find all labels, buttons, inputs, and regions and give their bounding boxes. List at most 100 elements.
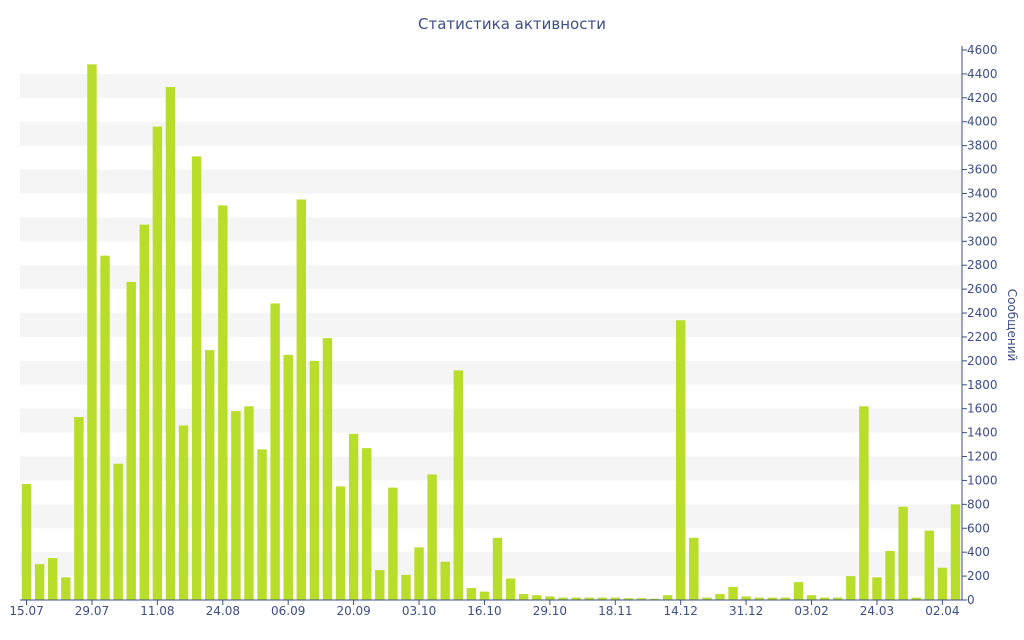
bar[interactable] (702, 597, 712, 600)
bar[interactable] (453, 370, 463, 600)
y-tick-label: 3400 (967, 186, 998, 200)
bar[interactable] (937, 567, 948, 600)
bar[interactable] (833, 597, 843, 600)
bar[interactable] (872, 577, 882, 600)
grid-band (20, 169, 962, 194)
grid-band (20, 360, 962, 385)
bar[interactable] (100, 255, 110, 600)
x-tick-label: 03.10 (402, 604, 436, 618)
bar[interactable] (636, 598, 647, 600)
grid-band (20, 265, 962, 290)
y-tick-label: 400 (967, 545, 990, 559)
bar[interactable] (348, 433, 359, 600)
bar[interactable] (728, 586, 738, 600)
bar[interactable] (571, 597, 581, 600)
bar[interactable] (61, 577, 71, 600)
bar[interactable] (466, 588, 477, 600)
bar[interactable] (715, 594, 725, 600)
bar[interactable] (924, 530, 934, 600)
bar[interactable] (87, 64, 97, 601)
bar[interactable] (322, 338, 333, 600)
bar[interactable] (689, 537, 699, 600)
bar[interactable] (244, 406, 254, 600)
y-tick-label: 0 (967, 593, 975, 607)
bar[interactable] (519, 594, 529, 600)
x-tick-label: 16.10 (467, 604, 501, 618)
bar[interactable] (231, 411, 241, 600)
bar[interactable] (558, 597, 568, 600)
x-tick-label: 02.04 (925, 604, 959, 618)
x-tick-label: 15.07 (9, 604, 43, 618)
bar[interactable] (505, 578, 516, 600)
y-tick-label: 2400 (967, 306, 998, 320)
bars (21, 64, 961, 601)
bar[interactable] (597, 597, 607, 600)
bar[interactable] (950, 504, 961, 600)
grid-band (20, 313, 962, 337)
bar[interactable] (780, 597, 791, 600)
bar[interactable] (257, 449, 267, 600)
bar[interactable] (401, 574, 411, 600)
bar[interactable] (191, 156, 202, 600)
bar[interactable] (165, 87, 176, 600)
bar[interactable] (218, 205, 228, 600)
bar[interactable] (309, 360, 320, 600)
bar[interactable] (283, 354, 293, 600)
bar[interactable] (427, 474, 437, 600)
grid-band (20, 408, 962, 433)
bar[interactable] (335, 486, 346, 600)
y-tick-label: 800 (967, 497, 990, 511)
bar[interactable] (34, 564, 45, 600)
bar[interactable] (623, 598, 634, 600)
bar[interactable] (885, 550, 895, 600)
bar[interactable] (479, 591, 490, 600)
bar[interactable] (545, 596, 555, 600)
bar[interactable] (113, 463, 123, 600)
bar[interactable] (898, 506, 908, 600)
y-tick-label: 600 (967, 521, 990, 535)
bar[interactable] (806, 595, 817, 600)
bar[interactable] (584, 597, 594, 600)
x-tick-label: 29.10 (533, 604, 567, 618)
grid-band (20, 504, 962, 529)
x-tick-label: 31.12 (729, 604, 763, 618)
bar[interactable] (819, 597, 830, 600)
y-axis-title: Сообщений (1005, 289, 1019, 362)
bar[interactable] (21, 484, 32, 600)
bar[interactable] (362, 448, 372, 600)
bar[interactable] (793, 582, 804, 600)
bar[interactable] (296, 199, 306, 600)
x-tick-label: 11.08 (140, 604, 174, 618)
bar[interactable] (767, 597, 777, 600)
bar[interactable] (676, 320, 686, 600)
bar[interactable] (74, 417, 84, 600)
bar[interactable] (205, 350, 215, 600)
bar[interactable] (48, 558, 58, 600)
y-tick-label: 2600 (967, 282, 998, 296)
bar[interactable] (178, 425, 189, 600)
bar[interactable] (649, 598, 660, 600)
bar[interactable] (126, 281, 136, 600)
bar[interactable] (610, 597, 620, 600)
bar[interactable] (859, 406, 869, 600)
bar[interactable] (139, 224, 149, 600)
y-tick-label: 3200 (967, 210, 998, 224)
bar[interactable] (440, 561, 450, 600)
bar[interactable] (388, 487, 398, 600)
bar[interactable] (754, 597, 764, 600)
bar[interactable] (532, 595, 542, 600)
x-tick-label: 24.08 (206, 604, 240, 618)
bar[interactable] (662, 595, 673, 600)
bar[interactable] (152, 126, 163, 601)
x-tick-label: 20.09 (336, 604, 370, 618)
bar[interactable] (911, 597, 921, 600)
bar[interactable] (414, 547, 424, 600)
x-tick-label: 24.03 (860, 604, 894, 618)
y-tick-label: 1800 (967, 378, 998, 392)
bar[interactable] (270, 303, 280, 600)
bar[interactable] (846, 576, 856, 600)
bar[interactable] (375, 570, 385, 600)
bar[interactable] (741, 596, 751, 600)
bar[interactable] (492, 537, 503, 600)
